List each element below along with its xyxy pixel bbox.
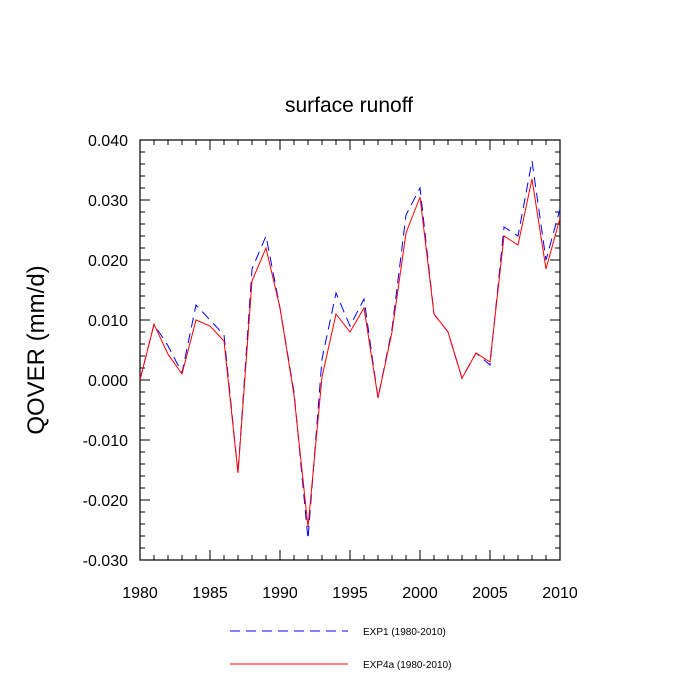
x-tick-label: 1995 [332, 585, 368, 602]
chart-title: surface runoff [285, 94, 413, 117]
y-tick-label: -0.020 [83, 493, 128, 510]
x-tick-label: 1985 [192, 585, 228, 602]
y-tick-label: 0.010 [88, 313, 128, 330]
y-tick-label: 0.040 [88, 133, 128, 150]
y-tick-label: 0.020 [88, 253, 128, 270]
tick-labels: 1980 1985 1990 1995 2000 2005 2010 0.040 0.030 0.… [83, 133, 578, 602]
legend-label-1: EXP4a (1980-2010) [363, 660, 451, 671]
legend-label-0: EXP1 (1980-2010) [363, 627, 446, 638]
series-lines [139, 160, 561, 540]
x-tick-label: 2010 [542, 585, 578, 602]
x-tick-label: 1980 [122, 585, 158, 602]
y-axis-label: QOVER (mm/d) [23, 265, 50, 434]
x-tick-label: 1990 [262, 585, 298, 602]
plot-frame [139, 139, 561, 561]
legend: EXP1 (1980-2010) EXP4a (1980-2010) [230, 627, 451, 671]
x-tick-label: 2000 [402, 585, 438, 602]
axis-ticks [139, 139, 561, 561]
y-tick-label: 0.000 [88, 373, 128, 390]
series-line-0 [139, 160, 561, 540]
series-line-1 [139, 178, 561, 528]
x-tick-label: 2005 [472, 585, 508, 602]
y-tick-label: -0.010 [83, 433, 128, 450]
y-tick-label: -0.030 [83, 553, 128, 570]
y-tick-label: 0.030 [88, 193, 128, 210]
